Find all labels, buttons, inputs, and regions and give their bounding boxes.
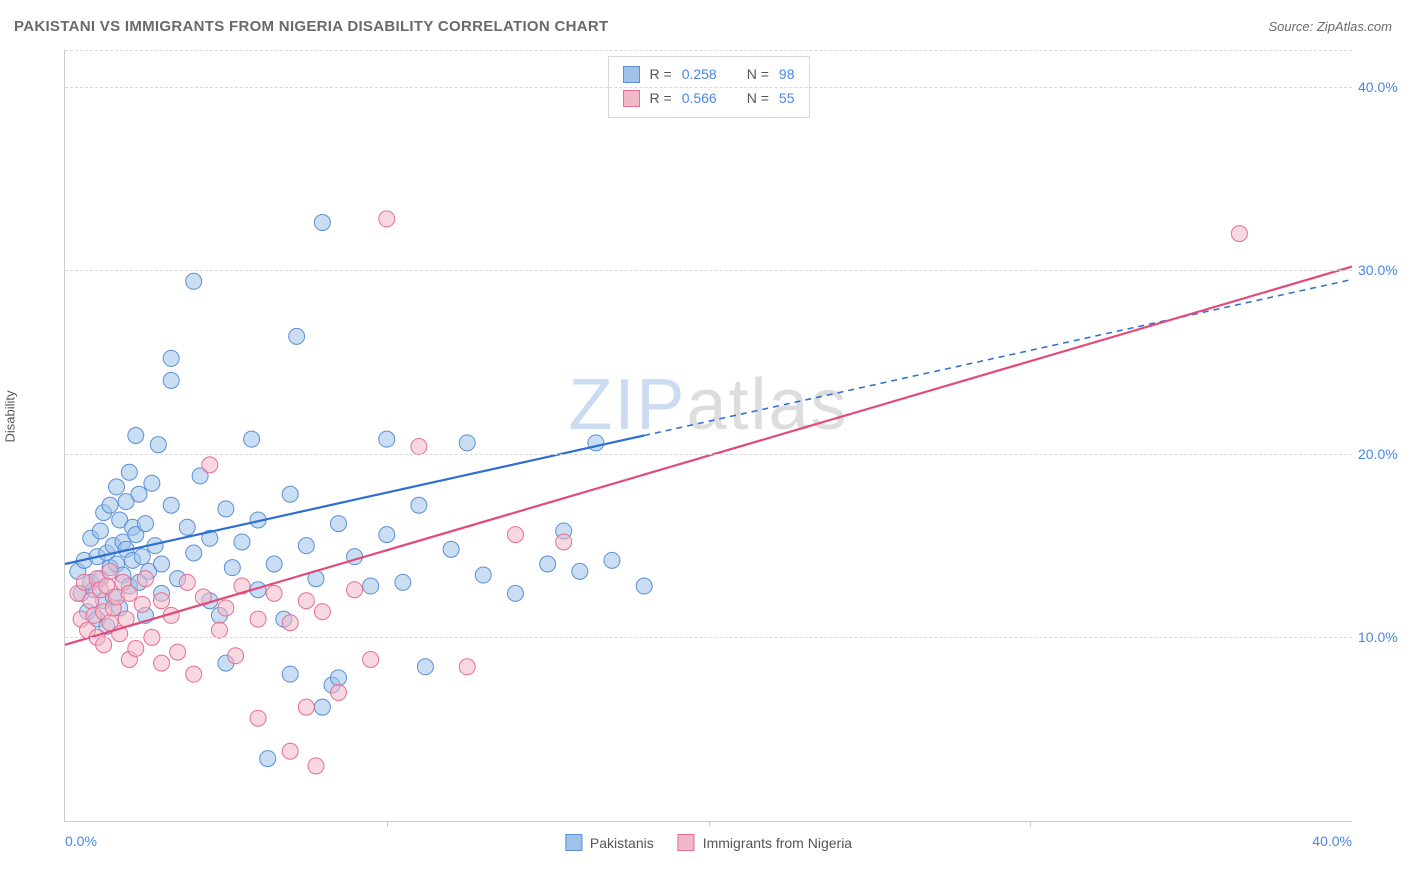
scatter-point	[282, 615, 298, 631]
chart-container: Disability ZIPatlas R = 0.258 N = 98 R =…	[14, 50, 1392, 872]
scatter-point	[379, 211, 395, 227]
scatter-point	[108, 479, 124, 495]
scatter-point	[250, 611, 266, 627]
swatch-series-0	[623, 66, 640, 83]
scatter-point	[92, 523, 108, 539]
scatter-point	[443, 541, 459, 557]
scatter-point	[330, 670, 346, 686]
scatter-point	[298, 538, 314, 554]
scatter-point	[347, 582, 363, 598]
scatter-point	[121, 585, 137, 601]
legend-label-0: Pakistanis	[590, 835, 654, 851]
scatter-point	[459, 435, 475, 451]
scatter-point	[170, 644, 186, 660]
scatter-point	[134, 549, 150, 565]
legend-swatch-0	[565, 834, 582, 851]
scatter-point	[128, 640, 144, 656]
scatter-point	[330, 685, 346, 701]
scatter-point	[636, 578, 652, 594]
ytick-label: 10.0%	[1358, 629, 1406, 645]
legend-swatch-1	[678, 834, 695, 851]
scatter-point	[330, 516, 346, 532]
scatter-point	[308, 758, 324, 774]
scatter-point	[163, 497, 179, 513]
scatter-point	[154, 655, 170, 671]
scatter-point	[314, 699, 330, 715]
scatter-point	[395, 574, 411, 590]
scatter-point	[186, 545, 202, 561]
scatter-point	[234, 534, 250, 550]
scatter-point	[228, 648, 244, 664]
regression-line-extrapolated	[644, 279, 1352, 435]
xtick-max: 40.0%	[1312, 833, 1352, 849]
scatter-point	[417, 659, 433, 675]
plot-svg	[65, 50, 1352, 821]
scatter-point	[102, 497, 118, 513]
scatter-point	[179, 574, 195, 590]
scatter-point	[266, 556, 282, 572]
scatter-point	[163, 350, 179, 366]
scatter-point	[218, 600, 234, 616]
scatter-point	[411, 439, 427, 455]
scatter-point	[244, 431, 260, 447]
series-legend: Pakistanis Immigrants from Nigeria	[555, 834, 862, 851]
scatter-point	[363, 578, 379, 594]
scatter-point	[154, 556, 170, 572]
legend-label-1: Immigrants from Nigeria	[703, 835, 852, 851]
scatter-point	[186, 273, 202, 289]
swatch-series-1	[623, 90, 640, 107]
scatter-point	[154, 593, 170, 609]
source-citation: Source: ZipAtlas.com	[1268, 19, 1392, 34]
scatter-point	[604, 552, 620, 568]
scatter-point	[131, 486, 147, 502]
scatter-point	[186, 666, 202, 682]
scatter-point	[459, 659, 475, 675]
scatter-point	[379, 527, 395, 543]
scatter-point	[282, 486, 298, 502]
scatter-point	[379, 431, 395, 447]
chart-title: PAKISTANI VS IMMIGRANTS FROM NIGERIA DIS…	[14, 18, 609, 35]
scatter-point	[363, 651, 379, 667]
scatter-point	[475, 567, 491, 583]
scatter-point	[102, 563, 118, 579]
scatter-point	[572, 563, 588, 579]
scatter-point	[224, 560, 240, 576]
scatter-point	[218, 501, 234, 517]
ytick-label: 30.0%	[1358, 262, 1406, 278]
scatter-point	[507, 527, 523, 543]
scatter-point	[150, 437, 166, 453]
scatter-point	[144, 475, 160, 491]
scatter-point	[260, 751, 276, 767]
scatter-point	[298, 593, 314, 609]
plot-area: ZIPatlas R = 0.258 N = 98 R = 0.566 N = …	[64, 50, 1352, 822]
scatter-point	[1231, 226, 1247, 242]
scatter-point	[121, 464, 137, 480]
scatter-point	[266, 585, 282, 601]
scatter-point	[137, 516, 153, 532]
scatter-point	[314, 604, 330, 620]
scatter-point	[289, 328, 305, 344]
scatter-point	[137, 571, 153, 587]
scatter-point	[298, 699, 314, 715]
scatter-point	[179, 519, 195, 535]
scatter-point	[128, 428, 144, 444]
scatter-point	[556, 534, 572, 550]
scatter-point	[282, 666, 298, 682]
scatter-point	[411, 497, 427, 513]
scatter-point	[314, 215, 330, 231]
scatter-point	[507, 585, 523, 601]
regression-line	[65, 267, 1352, 645]
xtick-min: 0.0%	[65, 833, 97, 849]
scatter-point	[202, 457, 218, 473]
scatter-point	[250, 710, 266, 726]
ytick-label: 40.0%	[1358, 79, 1406, 95]
scatter-point	[540, 556, 556, 572]
y-axis-label: Disability	[3, 390, 18, 442]
ytick-label: 20.0%	[1358, 446, 1406, 462]
scatter-point	[282, 743, 298, 759]
scatter-point	[134, 596, 150, 612]
scatter-point	[163, 372, 179, 388]
scatter-point	[211, 622, 227, 638]
scatter-point	[96, 637, 112, 653]
